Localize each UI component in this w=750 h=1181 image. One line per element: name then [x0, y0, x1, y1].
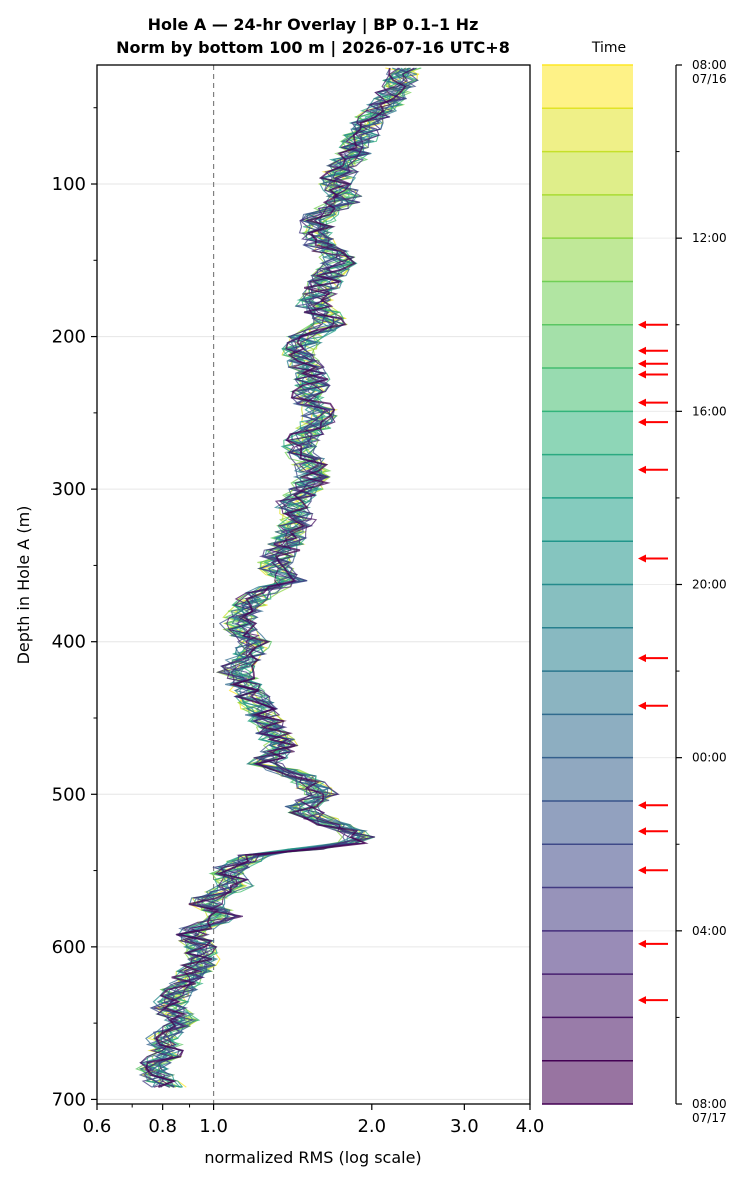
- colorbar: [542, 64, 676, 1105]
- x-ticks: 0.6 0.8 1.0 2.0 3.0 4.0: [83, 1104, 545, 1137]
- event-arrow-head: [638, 320, 646, 329]
- event-arrow-head: [638, 701, 646, 710]
- y-tick-label: 700: [52, 1089, 86, 1110]
- colorbar-segment: [542, 930, 633, 975]
- colorbar-segment: [542, 844, 633, 888]
- colorbar-tick-label: 12:00: [692, 231, 727, 245]
- colorbar-segment: [542, 108, 633, 152]
- colorbar-tick-label: 04:00: [692, 924, 727, 938]
- colorbar-segment: [542, 974, 633, 1018]
- chart-subtitle: Norm by bottom 100 m | 2026-07-16 UTC+8: [116, 38, 510, 58]
- series-curve: [145, 67, 401, 1088]
- event-arrow-head: [638, 398, 646, 407]
- x-tick-label: 0.8: [148, 1116, 177, 1137]
- colorbar-segment: [542, 1060, 633, 1104]
- colorbar-segment: [542, 497, 633, 542]
- colorbar-tick-label: 07/17: [692, 1111, 727, 1125]
- curves-group: [135, 67, 422, 1089]
- colorbar-tick-label: 16:00: [692, 404, 727, 418]
- colorbar-tick-label: 08:00: [692, 1097, 727, 1111]
- event-arrow-head: [638, 346, 646, 355]
- event-arrow-head: [638, 996, 646, 1005]
- event-arrow-head: [638, 801, 646, 810]
- colorbar-segment: [542, 238, 633, 282]
- colorbar-title: Time: [591, 40, 626, 56]
- event-arrow-head: [638, 418, 646, 427]
- plot-frame: [96, 64, 531, 1105]
- y-tick-label: 600: [52, 937, 86, 958]
- y-tick-label: 400: [52, 632, 86, 653]
- event-arrow-head: [638, 359, 646, 368]
- y-axis-label: Depth in Hole A (m): [14, 506, 33, 665]
- colorbar-segment: [542, 887, 633, 931]
- y-tick-label: 100: [52, 174, 86, 195]
- colorbar-segment: [542, 281, 633, 325]
- event-arrow-head: [638, 939, 646, 948]
- colorbar-segment: [542, 584, 633, 628]
- event-arrow-head: [638, 827, 646, 836]
- event-arrow-head: [638, 866, 646, 875]
- colorbar-tick-label: 00:00: [692, 751, 727, 765]
- y-tick-label: 500: [52, 784, 86, 805]
- y-ticks: 100 200 300 400 500 600 700: [52, 107, 97, 1110]
- colorbar-segment: [542, 671, 633, 715]
- series-curve: [144, 67, 410, 1088]
- colorbar-tick-label: 08:00: [692, 58, 727, 72]
- colorbar-segment: [542, 454, 633, 498]
- x-axis-label: normalized RMS (log scale): [204, 1148, 421, 1167]
- colorbar-segment: [542, 194, 633, 239]
- event-arrow-head: [638, 654, 646, 663]
- event-arrow-head: [638, 465, 646, 474]
- series-curve: [145, 68, 407, 1089]
- series-curve: [135, 67, 417, 1088]
- event-arrow-head: [638, 370, 646, 379]
- colorbar-segment: [542, 411, 633, 455]
- colorbar-tick-label: 20:00: [692, 578, 727, 592]
- x-tick-label: 3.0: [450, 1116, 479, 1137]
- colorbar-segment: [542, 800, 633, 845]
- event-arrow-head: [638, 554, 646, 563]
- x-tick-label: 0.6: [83, 1116, 112, 1137]
- colorbar-segment: [542, 324, 633, 369]
- event-arrows: [638, 320, 668, 1005]
- colorbar-ticks: 08:0007/1612:0016:0020:0000:0004:0008:00…: [676, 58, 727, 1125]
- chart-title: Hole A — 24-hr Overlay | BP 0.1–1 Hz: [148, 15, 479, 35]
- x-tick-label: 4.0: [516, 1116, 545, 1137]
- x-tick-label: 1.0: [199, 1116, 228, 1137]
- colorbar-tick-label: 07/16: [692, 72, 727, 86]
- y-tick-label: 300: [52, 479, 86, 500]
- colorbar-segment: [542, 1017, 633, 1061]
- colorbar-segment: [542, 714, 633, 758]
- x-tick-label: 2.0: [357, 1116, 386, 1137]
- y-tick-label: 200: [52, 327, 86, 348]
- colorbar-segment: [542, 65, 633, 109]
- colorbar-segment: [542, 368, 633, 412]
- colorbar-segment: [542, 151, 633, 195]
- colorbar-segment: [542, 627, 633, 672]
- colorbar-segment: [542, 757, 633, 801]
- colorbar-segment: [542, 541, 633, 585]
